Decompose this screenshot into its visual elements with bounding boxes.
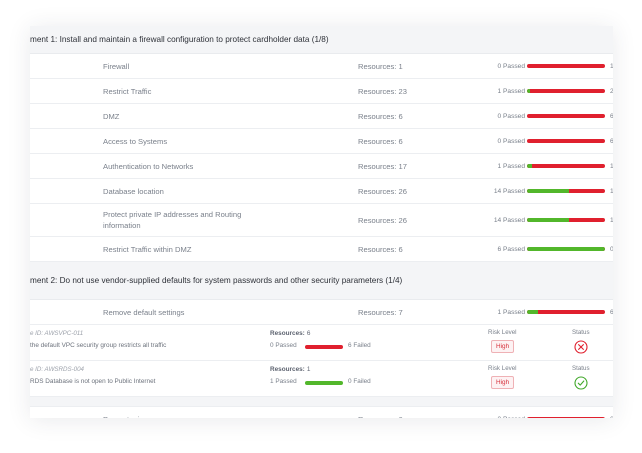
resources-label-text: Resources: bbox=[270, 330, 305, 337]
rule-detail-row[interactable]: e ID: AWSRDS-004 RDS Database is not ope… bbox=[30, 361, 613, 397]
pass-fail-bar bbox=[527, 139, 605, 143]
rule-name: Protect private IP addresses and Routing… bbox=[103, 210, 242, 230]
rule-name: Restrict Traffic bbox=[103, 86, 152, 96]
rule-detail-row[interactable]: e ID: AWSVPC-011 the default VPC securit… bbox=[30, 325, 613, 361]
resources-count: Resources: 17 bbox=[358, 161, 407, 171]
rule-row-dmz[interactable]: DMZ Resources: 6 0 Passed 6 bbox=[30, 104, 613, 129]
rule-description: RDS Database is not open to Public Inter… bbox=[30, 378, 156, 385]
risk-level-label: Risk Level bbox=[488, 365, 517, 372]
rule-description: the default VPC security group restricts… bbox=[30, 342, 167, 349]
rule-row-restrict-traffic[interactable]: Restrict Traffic Resources: 23 1 Passed … bbox=[30, 79, 613, 104]
requirement-1-rows: Firewall Resources: 1 0 Passed 1 Restric… bbox=[30, 54, 613, 262]
passed-count: 14 Passed bbox=[493, 216, 525, 224]
resources-count: Resources: 6 bbox=[358, 407, 403, 419]
passed-count: 0 Passed bbox=[270, 342, 297, 349]
pass-fill bbox=[527, 310, 538, 314]
passed-count: 0 Passed bbox=[450, 407, 526, 419]
pass-fill bbox=[527, 247, 605, 251]
rule-name: Database location bbox=[103, 186, 164, 196]
status-label: Status bbox=[572, 329, 590, 336]
rule-id: e ID: AWSRDS-004 bbox=[30, 366, 84, 373]
total-count: 1 bbox=[610, 187, 613, 195]
pass-fill bbox=[527, 189, 570, 193]
total-count: 2 bbox=[610, 87, 613, 95]
total-count: 1 bbox=[610, 62, 613, 70]
resources-count: Resources: 6 bbox=[358, 244, 403, 254]
resources-label: Resources: 6 bbox=[270, 330, 310, 337]
pass-fail-bar bbox=[527, 417, 605, 418]
resources-label: Resources: 1 bbox=[270, 366, 310, 373]
x-circle-icon bbox=[574, 340, 588, 354]
resources-count: Resources: 26 bbox=[358, 186, 407, 196]
total-count: 6 bbox=[610, 137, 613, 145]
rule-name: DMZ bbox=[103, 111, 120, 121]
resources-count: Resources: 6 bbox=[358, 111, 403, 121]
passed-count: 1 Passed bbox=[497, 162, 526, 170]
rule-row-restrict-traffic-dmz[interactable]: Restrict Traffic within DMZ Resources: 6… bbox=[30, 237, 613, 262]
pass-fail-bar bbox=[527, 189, 605, 193]
passed-count: 0 Passed bbox=[497, 62, 526, 70]
check-circle-icon bbox=[574, 376, 588, 390]
resources-label-text: Resources: bbox=[270, 366, 305, 373]
total-count: 6 bbox=[610, 407, 613, 419]
risk-badge: High bbox=[491, 376, 515, 389]
resources-count: Resources: 6 bbox=[358, 136, 403, 146]
rule-name: Prevent miss-use bbox=[103, 407, 273, 419]
failed-count: 6 Failed bbox=[348, 342, 371, 349]
passed-count: 14 Passed bbox=[493, 187, 525, 195]
rule-row-firewall[interactable]: Firewall Resources: 1 0 Passed 1 bbox=[30, 54, 613, 79]
passed-count: 1 Passed bbox=[497, 308, 526, 316]
passed-count: 1 Passed bbox=[270, 378, 297, 385]
rule-name: Firewall bbox=[103, 61, 130, 71]
pass-fail-bar bbox=[527, 64, 605, 68]
total-count: 0 bbox=[610, 245, 613, 253]
total-count: 6 bbox=[610, 112, 613, 120]
passed-count: 0 Passed bbox=[497, 112, 526, 120]
risk-level-label: Risk Level bbox=[488, 329, 517, 336]
resources-count: Resources: 23 bbox=[358, 86, 407, 96]
failed-count: 0 Failed bbox=[348, 378, 371, 385]
resources-count: Resources: 26 bbox=[358, 215, 407, 225]
requirement-2-header[interactable]: ment 2: Do not use vendor-supplied defau… bbox=[30, 262, 613, 300]
rule-row-authentication-to-networks[interactable]: Authentication to Networks Resources: 17… bbox=[30, 154, 613, 179]
rule-row-protect-private-ip[interactable]: Protect private IP addresses and Routing… bbox=[30, 204, 613, 237]
passed-count: 1 Passed bbox=[497, 87, 526, 95]
resources-count: 1 bbox=[306, 366, 311, 373]
pass-fail-bar bbox=[527, 164, 605, 168]
pass-fill bbox=[527, 89, 531, 93]
risk-badge: High bbox=[491, 340, 515, 353]
compliance-report-card: ment 1: Install and maintain a firewall … bbox=[30, 26, 613, 418]
rule-name: Access to Systems bbox=[103, 136, 168, 146]
rule-name: Authentication to Networks bbox=[103, 161, 194, 171]
mini-pass-fail-bar bbox=[305, 345, 343, 349]
pass-fail-bar bbox=[527, 247, 605, 251]
resources-count: 6 bbox=[306, 330, 311, 337]
pass-fill bbox=[527, 164, 532, 168]
status-label: Status bbox=[572, 365, 590, 372]
total-count: 1 bbox=[610, 216, 613, 224]
rule-row-remove-default-settings[interactable]: Remove default settings Resources: 7 1 P… bbox=[30, 300, 613, 325]
rule-row-database-location[interactable]: Database location Resources: 26 14 Passe… bbox=[30, 179, 613, 204]
pass-fail-bar bbox=[527, 218, 605, 222]
rule-id: e ID: AWSVPC-011 bbox=[30, 330, 84, 337]
pass-fail-bar bbox=[527, 89, 605, 93]
section-divider bbox=[30, 397, 613, 407]
passed-count: 6 Passed bbox=[497, 245, 526, 253]
resources-count: Resources: 1 bbox=[358, 61, 403, 71]
passed-count: 0 Passed bbox=[497, 137, 526, 145]
mini-pass-fail-bar bbox=[305, 381, 343, 385]
pass-fail-bar bbox=[527, 114, 605, 118]
resources-count: Resources: 7 bbox=[358, 307, 403, 317]
pass-fill bbox=[527, 218, 570, 222]
pass-fail-bar bbox=[527, 310, 605, 314]
rule-row-prevent-miss-use[interactable]: Prevent miss-use Resources: 6 0 Passed 6 bbox=[30, 407, 613, 418]
requirement-1-header[interactable]: ment 1: Install and maintain a firewall … bbox=[30, 26, 613, 54]
rule-name: Remove default settings bbox=[103, 307, 185, 317]
rule-row-access-to-systems[interactable]: Access to Systems Resources: 6 0 Passed … bbox=[30, 129, 613, 154]
total-count: 6 bbox=[610, 308, 613, 316]
total-count: 1 bbox=[610, 162, 613, 170]
rule-name: Restrict Traffic within DMZ bbox=[103, 244, 192, 254]
